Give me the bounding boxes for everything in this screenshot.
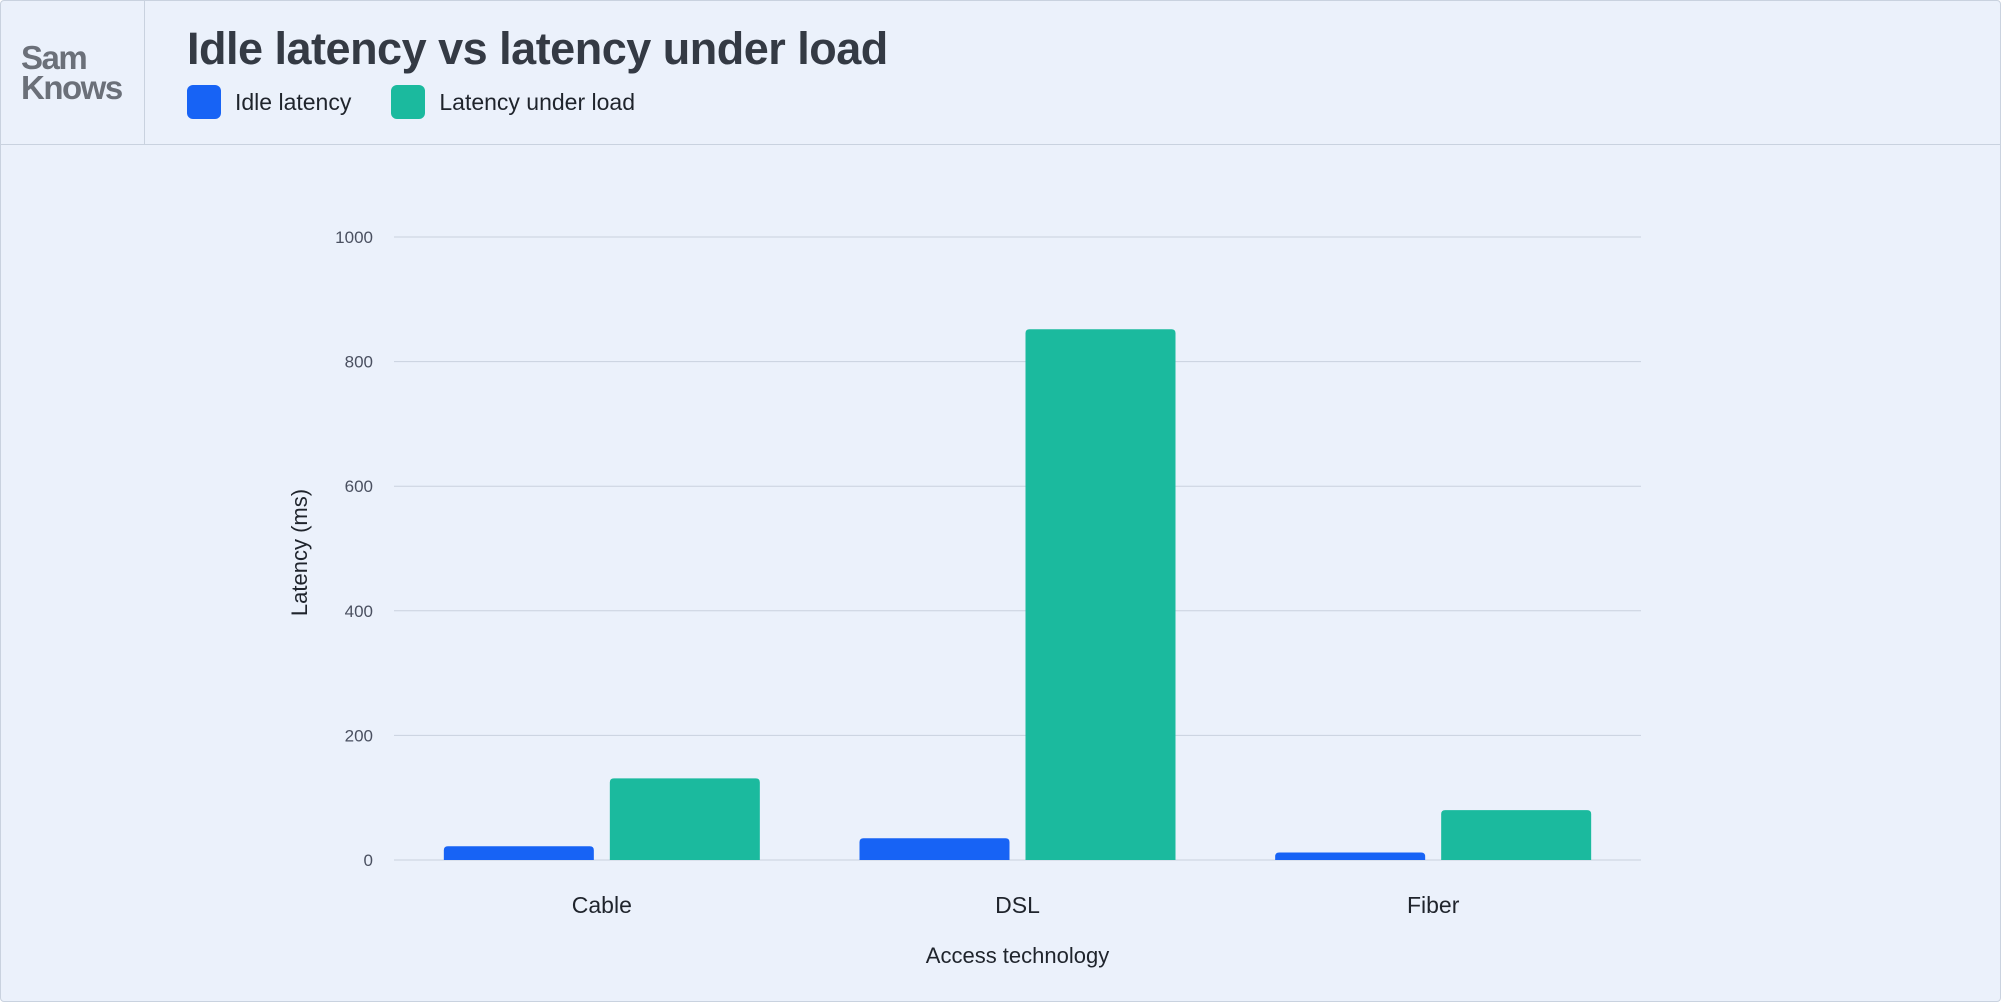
y-tick-label: 0	[364, 851, 373, 870]
legend: Idle latency Latency under load	[187, 84, 675, 120]
bar-idle-cable[interactable]	[443, 846, 594, 860]
gridlines	[394, 236, 1641, 861]
legend-swatch-load	[391, 85, 426, 119]
bar-load-fiber[interactable]	[1441, 810, 1592, 860]
bar-load-cable[interactable]	[609, 778, 760, 860]
logo-line-1: Sam	[21, 39, 88, 76]
x-tick-label: Fiber	[1407, 892, 1460, 918]
legend-swatch-idle	[187, 85, 221, 119]
legend-item-load: Latency under load	[391, 85, 635, 119]
x-axis-title: Access technology	[926, 943, 1109, 968]
x-tick-label: DSL	[995, 892, 1040, 918]
y-tick-label: 800	[345, 353, 373, 372]
y-tick-label: 200	[345, 726, 373, 745]
chart-header: Sam Knows Idle latency vs latency under …	[1, 1, 2000, 145]
y-axis-title: Latency (ms)	[287, 489, 312, 616]
samknows-logo: Sam Knows	[21, 39, 123, 106]
logo-container: Sam Knows	[1, 1, 145, 144]
legend-item-idle: Idle latency	[187, 85, 351, 119]
logo-line-2: Knows	[21, 69, 123, 106]
bar-idle-dsl[interactable]	[859, 838, 1010, 860]
y-tick-label: 600	[345, 477, 373, 496]
bar-idle-fiber[interactable]	[1275, 852, 1426, 860]
x-tick-label: Cable	[572, 892, 632, 918]
bar-load-dsl[interactable]	[1025, 329, 1176, 861]
legend-label-load: Latency under load	[439, 88, 636, 115]
y-tick-label: 1000	[335, 228, 373, 247]
bars	[443, 329, 1592, 861]
chart-title: Idle latency vs latency under load	[187, 23, 888, 74]
axis-labels: 0 200 400 600 800 1000 Cable DSL Fiber	[335, 228, 1460, 918]
y-tick-label: 400	[345, 602, 373, 621]
legend-label-idle: Idle latency	[235, 88, 352, 115]
